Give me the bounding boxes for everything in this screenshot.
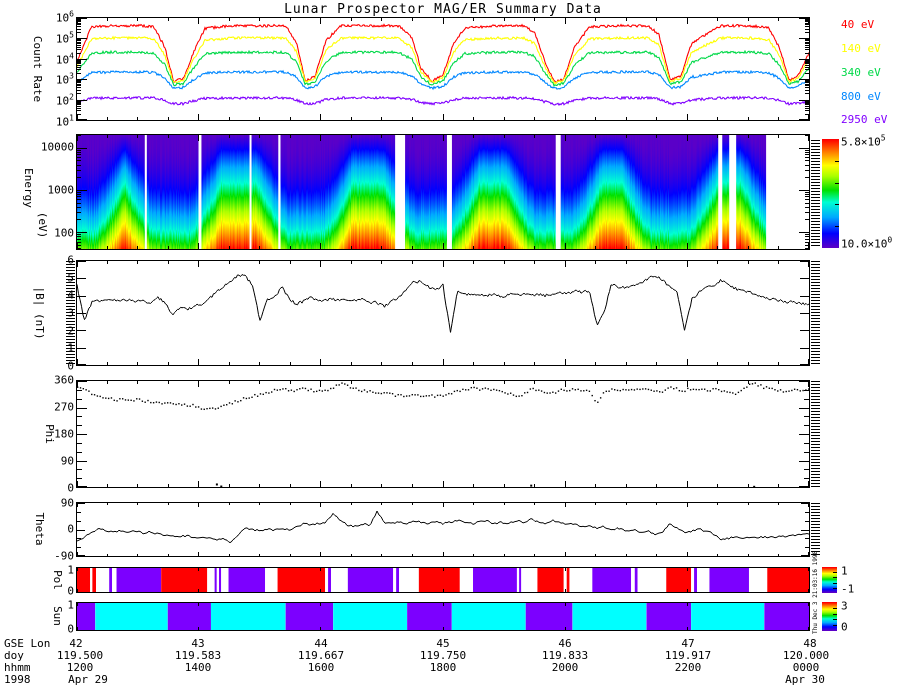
doy-tick: 119.833	[541, 649, 589, 662]
theta-plot	[76, 502, 810, 557]
count-ytick-1e2: 102	[55, 92, 74, 108]
hhmm-tick: 1600	[307, 661, 335, 674]
spectrogram-colorbar-max: 5.8×105	[841, 133, 886, 149]
page-title: Lunar Prospector MAG/ER Summary Data	[284, 2, 602, 17]
count-ytick-1e6: 106	[55, 9, 74, 25]
sun-colorbar-max: 3	[841, 599, 848, 613]
axis-header-gse-lon: GSE Lon	[4, 637, 51, 650]
phi-right-tick-comb	[811, 381, 820, 487]
gse-lon-tick: 44	[314, 637, 328, 650]
theta-right-tick-comb	[811, 503, 820, 556]
pol-colorbar	[822, 567, 837, 593]
bmag-plot	[76, 260, 810, 366]
gse-lon-tick: 46	[558, 637, 572, 650]
gse-lon-tick: 43	[191, 637, 205, 650]
energy-spectrogram-plot	[76, 134, 810, 250]
count-rate-plot	[76, 17, 810, 121]
count-ytick-1e1: 101	[55, 113, 74, 129]
sun-colorbar-min: 0	[841, 620, 848, 634]
gse-lon-tick: 42	[69, 637, 83, 650]
spectrogram-right-tick-comb	[811, 140, 820, 248]
legend-2950ev: 2950 eV	[841, 113, 888, 126]
doy-tick: 119.583	[174, 649, 222, 662]
doy-tick: 119.917	[664, 649, 712, 662]
theta-ytick-m90: -90	[54, 549, 74, 563]
phi-ytick-360: 360	[54, 373, 74, 387]
legend-800ev: 800 eV	[841, 90, 881, 103]
bmag-ytick-6: 6	[67, 253, 74, 267]
theta-ytick-0: 0	[67, 522, 74, 536]
axis-header-year: 1998	[4, 673, 31, 686]
bmag-left-tick-comb	[66, 261, 75, 365]
energy-ytick-100: 100	[54, 226, 74, 240]
pol-colorbar-max: 1	[841, 564, 848, 578]
pol-ytick-1: 1	[67, 563, 74, 577]
pol-colorbar-min: -1	[841, 582, 855, 596]
sun-ytick-0: 0	[67, 622, 74, 636]
phi-ytick-0: 0	[67, 481, 74, 495]
doy-tick: 119.667	[297, 649, 345, 662]
sun-strip	[76, 602, 810, 631]
creation-timestamp: Thu Dec 3 21:03:16 1998	[812, 550, 819, 634]
hhmm-tick: 1400	[184, 661, 212, 674]
pol-strip	[76, 567, 810, 593]
hhmm-tick: 1800	[429, 661, 457, 674]
hhmm-tick: 2200	[674, 661, 702, 674]
energy-ytick-10000: 10000	[40, 140, 74, 154]
doy-tick: 120.000	[782, 649, 830, 662]
legend-40ev: 40 eV	[841, 18, 875, 31]
phi-ytick-180: 180	[54, 427, 74, 441]
sun-ytick-1: 1	[67, 598, 74, 612]
date-end: Apr 30	[785, 673, 825, 686]
legend-140ev: 140 eV	[841, 42, 881, 55]
doy-tick: 119.500	[56, 649, 104, 662]
axis-header-doy: doy	[4, 649, 24, 662]
bmag-ytick-0: 0	[67, 359, 74, 373]
count-ytick-1e5: 105	[55, 30, 74, 46]
axis-header-hhmm: hhmm	[4, 661, 31, 674]
gse-lon-tick: 45	[436, 637, 450, 650]
spectrogram-colorbar	[822, 139, 839, 248]
hhmm-tick: 0000	[792, 661, 820, 674]
theta-ytick-90: 90	[60, 496, 74, 510]
legend-340ev: 340 eV	[841, 66, 881, 79]
hhmm-tick: 1200	[66, 661, 94, 674]
count-ytick-1e3: 103	[55, 71, 74, 87]
bmag-right-tick-comb	[811, 261, 820, 365]
gse-lon-tick: 47	[681, 637, 695, 650]
phi-ytick-270: 270	[54, 400, 74, 414]
count-ytick-1e4: 104	[55, 51, 74, 67]
sun-colorbar	[822, 602, 837, 631]
gse-lon-tick: 48	[803, 637, 817, 650]
hhmm-tick: 2000	[551, 661, 579, 674]
doy-tick: 119.750	[419, 649, 467, 662]
count-rate-axis-label: Count Rate	[31, 35, 44, 103]
spectrogram-colorbar-min: 10.0×100	[841, 235, 893, 251]
pol-ytick-0: 0	[67, 584, 74, 598]
date-start: Apr 29	[68, 673, 108, 686]
phi-ytick-90: 90	[60, 454, 74, 468]
phi-plot	[76, 380, 810, 488]
energy-ytick-1000: 1000	[47, 183, 75, 197]
